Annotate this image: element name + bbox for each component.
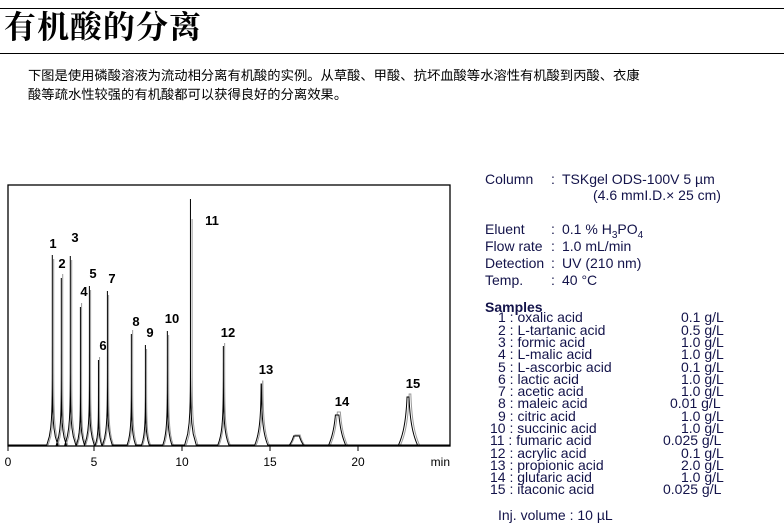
svg-text:4: 4 <box>80 284 88 299</box>
svg-text:10: 10 <box>175 455 189 469</box>
svg-text:5: 5 <box>89 266 96 281</box>
svg-text:1: 1 <box>49 236 56 251</box>
svg-text:0: 0 <box>5 455 12 469</box>
svg-text:15: 15 <box>406 376 420 391</box>
svg-text:14: 14 <box>335 394 350 409</box>
svg-text:7: 7 <box>108 271 115 286</box>
svg-text:12: 12 <box>221 325 235 340</box>
svg-text:min: min <box>431 455 450 469</box>
svg-text:2: 2 <box>58 256 65 271</box>
svg-text:5: 5 <box>91 455 98 469</box>
svg-text:15: 15 <box>263 455 277 469</box>
svg-text:13: 13 <box>259 362 273 377</box>
svg-text:10: 10 <box>165 311 179 326</box>
svg-text:3: 3 <box>71 230 78 245</box>
svg-text:6: 6 <box>99 338 106 353</box>
svg-text:11: 11 <box>205 213 219 228</box>
svg-text:9: 9 <box>146 325 153 340</box>
svg-text:20: 20 <box>351 455 365 469</box>
svg-text:8: 8 <box>132 314 139 329</box>
